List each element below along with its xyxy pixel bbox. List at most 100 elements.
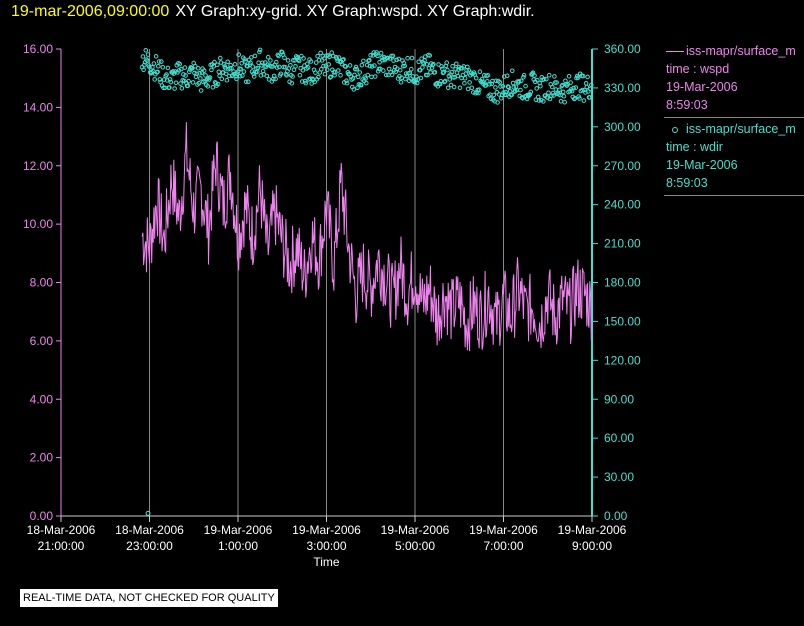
wdir-marker bbox=[201, 68, 207, 73]
wdir-marker bbox=[407, 70, 413, 76]
wdir-marker bbox=[498, 84, 503, 89]
y-right-tick-label: 240.00 bbox=[604, 198, 641, 212]
wdir-marker bbox=[572, 96, 578, 101]
wdir-marker bbox=[183, 73, 188, 78]
y-left-tick-label: 6.00 bbox=[30, 334, 54, 348]
y-left-tick-label: 4.00 bbox=[30, 392, 54, 406]
wdir-marker bbox=[528, 89, 534, 95]
y-right-tick-label: 330.00 bbox=[604, 81, 641, 95]
wdir-marker bbox=[409, 55, 415, 61]
legend-variable: time : wspd bbox=[666, 62, 730, 76]
wdir-marker bbox=[467, 80, 472, 85]
wdir-marker bbox=[394, 57, 399, 63]
wdir-marker bbox=[532, 73, 537, 78]
wdir-marker bbox=[541, 99, 546, 104]
wdir-marker bbox=[518, 78, 524, 84]
wdir-marker bbox=[218, 55, 223, 61]
wdir-marker bbox=[299, 79, 305, 84]
wdir-marker bbox=[550, 90, 556, 96]
wdir-marker bbox=[250, 64, 255, 69]
wdir-marker bbox=[285, 58, 291, 63]
wdir-marker bbox=[167, 85, 172, 90]
wdir-marker bbox=[442, 78, 448, 84]
wdir-marker bbox=[476, 87, 482, 92]
wdir-marker bbox=[396, 56, 402, 62]
y-right-tick-label: 210.00 bbox=[604, 237, 641, 251]
wdir-marker bbox=[290, 74, 295, 79]
y-left-tick-label: 16.00 bbox=[23, 42, 53, 56]
wdir-marker bbox=[155, 69, 160, 75]
wdir-marker bbox=[450, 63, 455, 69]
wdir-marker bbox=[477, 69, 483, 74]
wdir-marker bbox=[312, 79, 318, 85]
wdir-marker bbox=[449, 69, 455, 75]
wdir-marker bbox=[213, 81, 219, 86]
wdir-marker bbox=[425, 72, 430, 78]
circle-symbol-icon bbox=[672, 126, 678, 133]
x-tick-label-time: 7:00:00 bbox=[483, 539, 523, 553]
y-right-tick-label: 180.00 bbox=[604, 276, 641, 290]
wdir-marker bbox=[273, 76, 278, 82]
wdir-marker bbox=[264, 73, 270, 79]
wdir-marker bbox=[424, 62, 430, 67]
wdir-marker bbox=[151, 61, 157, 66]
wdir-marker bbox=[510, 80, 516, 86]
wdir-marker bbox=[248, 60, 253, 66]
wdir-marker bbox=[305, 65, 311, 70]
legend-date: 19-Mar-2006 bbox=[666, 158, 738, 172]
y-left-tick-label: 8.00 bbox=[30, 276, 54, 290]
wdir-marker bbox=[343, 64, 349, 69]
wdir-marker bbox=[157, 77, 163, 82]
wdir-marker bbox=[288, 63, 293, 68]
wdir-marker bbox=[445, 67, 450, 73]
wdir-marker bbox=[173, 80, 179, 86]
wdir-marker bbox=[496, 92, 502, 97]
wdir-marker bbox=[402, 63, 408, 69]
wdir-marker bbox=[313, 70, 318, 75]
wdir-marker bbox=[224, 77, 230, 83]
wdir-marker bbox=[242, 57, 247, 62]
wdir-marker bbox=[487, 82, 492, 87]
wdir-marker bbox=[216, 69, 222, 75]
wdir-marker bbox=[303, 80, 309, 86]
wdir-marker bbox=[221, 62, 227, 67]
wdir-marker bbox=[198, 88, 204, 93]
wdir-marker bbox=[473, 75, 479, 81]
wdir-marker bbox=[568, 80, 573, 85]
wdir-marker bbox=[274, 59, 279, 65]
wdir-marker bbox=[389, 72, 395, 78]
wdir-marker bbox=[431, 61, 436, 67]
wdir-marker bbox=[589, 82, 594, 88]
wdir-marker bbox=[535, 94, 541, 100]
wdir-marker bbox=[368, 52, 374, 58]
wdir-marker bbox=[491, 92, 497, 98]
wdir-marker bbox=[369, 74, 374, 80]
wdir-marker bbox=[390, 53, 396, 59]
y-right-tick-label: 150.00 bbox=[604, 314, 641, 328]
legend-entry-wdir[interactable]: iss-mapr/surface_m time : wdir 19-Mar-20… bbox=[665, 120, 804, 192]
wdir-marker bbox=[350, 76, 356, 81]
wdir-marker bbox=[284, 73, 290, 78]
wdir-marker bbox=[572, 96, 577, 102]
wdir-marker bbox=[485, 79, 490, 84]
wdir-marker bbox=[503, 89, 509, 95]
wdir-marker bbox=[177, 61, 182, 67]
wdir-marker bbox=[573, 85, 579, 90]
x-tick-label-time: 21:00:00 bbox=[38, 539, 85, 553]
wdir-marker bbox=[575, 75, 581, 80]
wdir-marker bbox=[516, 79, 522, 84]
wdir-marker bbox=[538, 83, 543, 89]
wdir-marker bbox=[521, 72, 527, 78]
wdir-marker bbox=[225, 59, 230, 65]
wdir-marker bbox=[215, 81, 221, 87]
wdir-marker bbox=[454, 61, 459, 67]
wdir-marker bbox=[145, 58, 150, 64]
legend-entry-wspd[interactable]: iss-mapr/surface_m time : wspd 19-Mar-20… bbox=[665, 42, 804, 114]
wdir-marker bbox=[344, 78, 349, 83]
wdir-marker bbox=[511, 84, 517, 90]
wdir-marker bbox=[381, 68, 386, 73]
wdir-marker bbox=[297, 72, 303, 78]
wdir-marker bbox=[549, 84, 555, 90]
wdir-marker bbox=[581, 98, 587, 103]
wdir-marker bbox=[399, 75, 405, 81]
